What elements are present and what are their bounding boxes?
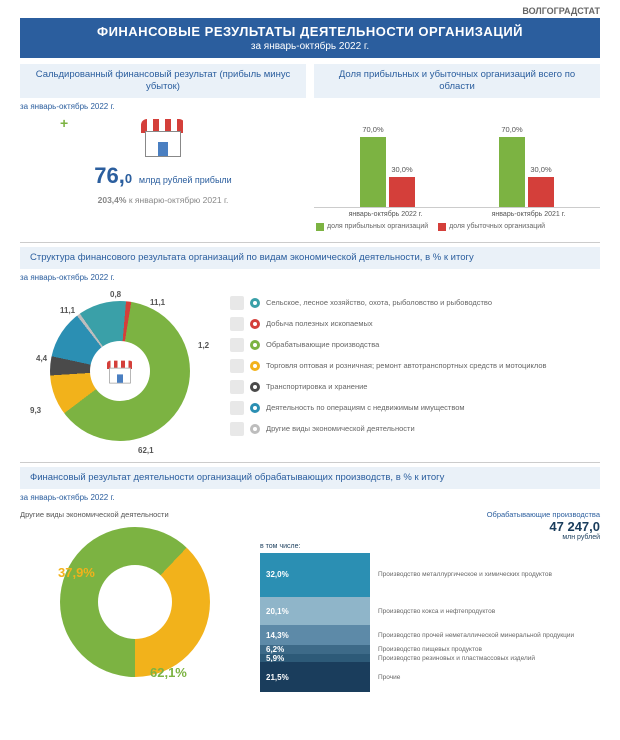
stack-row: 6,2%Производство пищевых продуктов [260,645,600,654]
stack-row: 32,0%Производство металлургическое и хим… [260,553,600,598]
donut-label: 9,3 [30,406,41,415]
bar-panel: Доля прибыльных и убыточных организаций … [314,64,600,236]
stack-row: 5,9%Производство резиновых и пластмассов… [260,654,600,662]
stack-label: Производство прочей неметаллической мине… [370,632,600,639]
stack-total: 47 247,0млн рублей [487,519,600,541]
stack-segment: 21,5% [260,662,370,692]
section3-period: за январь-октябрь 2022 г. [0,491,620,506]
donut-chart-2: Другие виды экономической деятельности 6… [20,510,250,693]
kpi-compare: 203,4% к январю-октябрю 2021 г. [20,195,306,205]
section2-period: за январь-октябрь 2022 г. [0,271,620,286]
kpi-panel: Сальдированный финансовый результат (при… [20,64,306,236]
legend-row: Сельское, лесное хозяйство, охота, рыбол… [230,296,600,310]
donut2-label: 62,1% [150,665,187,680]
kpi-panel-title: Сальдированный финансовый результат (при… [20,64,306,98]
bar: 30,0% [389,177,415,207]
stack-sub: в том числе: [260,543,600,550]
donut-label: 11,1 [150,298,165,307]
main-title-bar: ФИНАНСОВЫЕ РЕЗУЛЬТАТЫ ДЕЯТЕЛЬНОСТИ ОРГАН… [20,18,600,58]
legend-row: Добыча полезных ископаемых [230,317,600,331]
stack-segment: 5,9% [260,654,370,662]
plus-icon: + [60,115,68,131]
donut-label: 11,1 [60,306,75,315]
bar-x-label: январь-октябрь 2021 г. [492,211,566,218]
bar-chart: 70,0%30,0%70,0%30,0% [314,98,600,208]
stack-title: Обрабатывающие производства [487,510,600,519]
donut-legend-1: Сельское, лесное хозяйство, охота, рыбол… [230,286,600,456]
main-title: ФИНАНСОВЫЕ РЕЗУЛЬТАТЫ ДЕЯТЕЛЬНОСТИ ОРГАН… [30,24,590,39]
stack-chart: Обрабатывающие производства 47 247,0млн … [260,510,600,693]
legend-row: Торговля оптовая и розничная; ремонт авт… [230,359,600,373]
section2-title: Структура финансового результата организ… [20,247,600,269]
bar-group: 70,0%30,0% [499,137,554,207]
bar-x-axis: январь-октябрь 2022 г. январь-октябрь 202… [314,208,600,218]
divider [20,462,600,463]
donut-chart-1: 11,1 1,2 62,1 9,3 4,4 11,1 0,8 [20,286,220,456]
stack-label: Производство металлургическое и химическ… [370,571,600,578]
donut-label: 0,8 [110,290,121,299]
stack-label: Производство пищевых продуктов [370,646,600,653]
stack-row: 21,5%Прочие [260,662,600,692]
bar: 70,0% [360,137,386,207]
bar-legend: доля прибыльных организаций доля убыточны… [314,218,600,236]
legend-row: Другие виды экономической деятельности [230,422,600,436]
stack-row: 14,3%Производство прочей неметаллической… [260,625,600,645]
stack-segment: 14,3% [260,625,370,645]
bar: 30,0% [528,177,554,207]
bar-x-label: январь-октябрь 2022 г. [349,211,423,218]
stack-label: Производство резиновых и пластмассовых и… [370,655,600,662]
section3-title: Финансовый результат деятельности органи… [20,467,600,489]
store-icon [141,119,185,157]
donut-label: 1,2 [198,341,209,350]
kpi-period: за январь-октябрь 2022 г. [20,98,306,113]
donut-label: 62,1 [138,446,154,455]
stack-label: Прочие [370,674,600,681]
donut-label: 4,4 [36,354,47,363]
legend-item: доля прибыльных организаций [316,223,428,231]
legend-row: Транспортировка и хранение [230,380,600,394]
bar-panel-title: Доля прибыльных и убыточных организаций … [314,64,600,98]
legend-item: доля убыточных организаций [438,223,545,231]
stack-label: Производство кокса и нефтепродуктов [370,608,600,615]
donut2-label: 37,9% [58,565,95,580]
bar: 70,0% [499,137,525,207]
stack-row: 20,1%Производство кокса и нефтепродуктов [260,597,600,625]
legend-row: Деятельность по операциям с недвижимым и… [230,401,600,415]
stack-segment: 32,0% [260,553,370,598]
divider [20,242,600,243]
stack-segment: 20,1% [260,597,370,625]
arrow-note: Другие виды экономической деятельности [20,510,250,519]
bar-group: 70,0%30,0% [360,137,415,207]
brand-text: ВОЛГОГРАДСТАТ [0,0,620,18]
legend-row: Обрабатывающие производства [230,338,600,352]
kpi-value: 76,0 [94,163,132,188]
kpi-unit: млрд рублей прибыли [139,175,232,185]
main-subtitle: за январь-октябрь 2022 г. [30,41,590,52]
